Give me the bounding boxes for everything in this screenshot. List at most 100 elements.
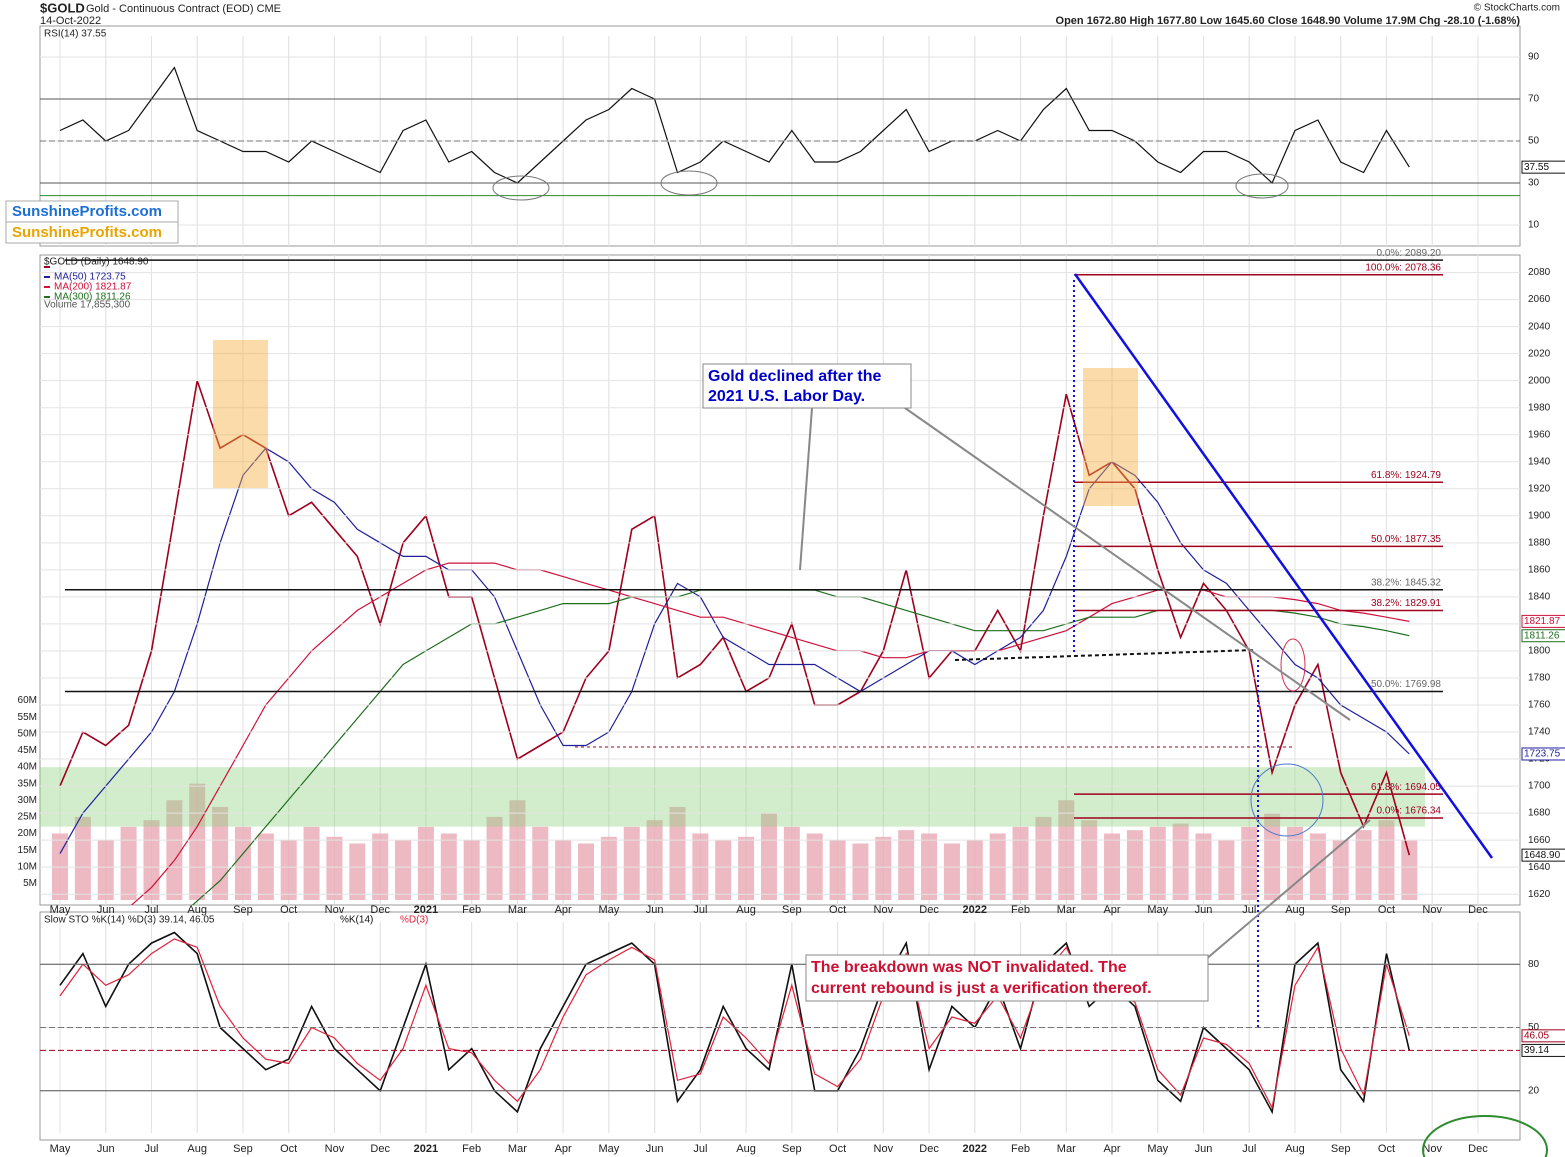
volume-tick-label: 25M	[18, 812, 37, 823]
x-tick-label: Oct	[829, 1143, 846, 1155]
callout-pointer	[799, 407, 813, 571]
x-tick-label: May	[50, 904, 71, 916]
value-tag-box	[1521, 160, 1565, 174]
volume-bar	[760, 813, 777, 900]
y-tick-label: 1940	[1528, 456, 1551, 467]
volume-bar	[120, 826, 137, 900]
volume-bar	[1058, 800, 1075, 900]
circle	[492, 175, 550, 201]
y-tick-label: 80	[1528, 959, 1540, 970]
x-tick-label: Jun	[646, 1143, 664, 1155]
layers: May Jun Jul Aug Sep Oct Nov Dec 2021 Feb Mar Apr May…	[18, 29, 1565, 1155]
x-tick-label: Jun	[97, 904, 115, 916]
x-tick-label: Nov	[874, 904, 894, 916]
value-tag: 1723.75	[1524, 749, 1561, 760]
y-tick-label: 50	[1528, 1022, 1540, 1033]
legend-swatch	[44, 266, 50, 268]
x-tick-label: Oct	[829, 904, 846, 916]
circle	[660, 170, 718, 196]
volume-bar	[463, 840, 480, 900]
x-tick-label: Feb	[462, 1143, 481, 1155]
value-tag: 1648.90	[1524, 850, 1561, 861]
rsi-panel	[39, 25, 1521, 247]
volume-bar	[783, 826, 800, 900]
x-tick-label: Apr	[1103, 1143, 1120, 1155]
x-tick-label: Apr	[1103, 904, 1120, 916]
volume-bar	[509, 800, 526, 900]
panel-title: $GOLD (Daily) 1648.90	[44, 257, 149, 268]
volume-bar	[646, 820, 663, 900]
support-line	[954, 649, 1256, 661]
legend-entry: %D(3)	[400, 915, 428, 926]
volume-tick-label: 50M	[18, 728, 37, 739]
price-panel	[39, 254, 1521, 906]
highlight-box	[1083, 368, 1138, 506]
y-tick-label: 30	[1528, 178, 1540, 189]
volume-bar	[1172, 823, 1189, 900]
volume-bar	[1401, 840, 1418, 900]
volume-tick-label: 40M	[18, 762, 37, 773]
y-tick-label: 1760	[1528, 700, 1551, 711]
volume-bar	[74, 816, 91, 900]
watermark-box	[5, 221, 179, 244]
stoch-panel	[39, 911, 1521, 1141]
volume-bar	[349, 843, 366, 900]
x-tick-label: May	[1147, 1143, 1168, 1155]
volume-bar	[1218, 840, 1235, 900]
volume-tick-label: 45M	[18, 745, 37, 756]
fib-label: 38.2%: 1829.91	[1371, 598, 1441, 609]
quote: Open 1672.80 High 1677.80 Low 1645.60 Cl…	[1056, 15, 1521, 27]
volume-bar	[623, 826, 640, 900]
x-tick-label: Dec	[370, 1143, 390, 1155]
rsi-line	[59, 66, 1410, 185]
value-tag-box	[1521, 1029, 1565, 1043]
volume-bar	[166, 800, 183, 900]
volume-bar	[532, 826, 549, 900]
x-tick-label: Aug	[1285, 1143, 1305, 1155]
callout-text: The breakdown was NOT invalidated. The	[811, 959, 1127, 976]
volume-bar	[1241, 826, 1258, 900]
y-tick-label: 2020	[1528, 348, 1551, 359]
volume-bar	[486, 816, 503, 900]
volume-tick-label: 5M	[23, 878, 37, 889]
legend-swatch	[44, 286, 50, 288]
x-tick-label: May	[598, 1143, 619, 1155]
x-tick-label: Aug	[1285, 904, 1305, 916]
x-tick-label: Jul	[144, 904, 158, 916]
x-tick-label: Sep	[782, 904, 802, 916]
x-tick-label: Jul	[144, 1143, 158, 1155]
y-tick-label: 1920	[1528, 483, 1551, 494]
x-tick-label: Dec	[919, 1143, 939, 1155]
circle	[1422, 1115, 1548, 1157]
volume-bar	[578, 843, 595, 900]
x-tick-label: Nov	[1422, 904, 1442, 916]
x-tick-label: May	[1147, 904, 1168, 916]
callout-pointer	[1204, 819, 1371, 961]
volume-tick-label: 15M	[18, 845, 37, 856]
volume-bar	[1012, 826, 1029, 900]
volume-bar	[1035, 816, 1052, 900]
x-tick-label: Oct	[280, 904, 297, 916]
volume-bar	[875, 836, 892, 900]
circle	[1280, 638, 1306, 692]
x-tick-label: Aug	[736, 904, 756, 916]
source: © StockCharts.com	[1474, 3, 1560, 14]
fib-label: 50.0%: 1769.98	[1371, 679, 1441, 690]
x-tick-label: Nov	[325, 1143, 345, 1155]
highlight-box	[213, 340, 268, 488]
value-tag: 46.05	[1524, 1030, 1549, 1041]
symbol: $GOLD	[40, 0, 85, 15]
y-tick-label: 2000	[1528, 375, 1551, 386]
volume-tick-label: 55M	[18, 712, 37, 723]
value-tag-box	[1521, 1043, 1565, 1057]
legend-entry: %K(14)	[340, 915, 373, 926]
volume-bar	[738, 836, 755, 900]
instrument-name: Gold - Continuous Contract (EOD) CME	[86, 3, 281, 15]
x-tick-label: Oct	[280, 1143, 297, 1155]
y-tick-label: 2040	[1528, 321, 1551, 332]
value-tag-box	[1521, 848, 1565, 862]
legend-entry: Volume 17,855,300	[44, 300, 131, 311]
y-tick-label: 90	[1528, 52, 1540, 63]
x-tick-label: Aug	[187, 904, 207, 916]
value-tag: 39.14	[1524, 1045, 1549, 1056]
